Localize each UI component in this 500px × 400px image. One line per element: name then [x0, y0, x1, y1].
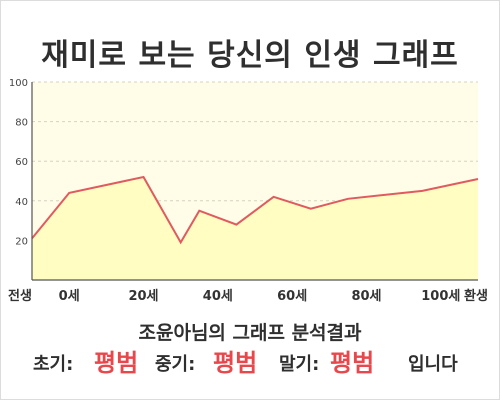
early-value: 평범 — [94, 349, 139, 377]
y-tick-label: 100 — [9, 78, 28, 89]
x-tick-label: 환생 — [464, 288, 488, 304]
early-label: 초기: — [33, 354, 74, 375]
x-tick-label: 60세 — [277, 289, 307, 304]
x-tick-label: 20세 — [128, 289, 158, 304]
middle-value: 평범 — [213, 349, 258, 377]
y-tick-label: 80 — [15, 118, 28, 129]
x-tick-label: 40세 — [203, 289, 233, 304]
analysis-result: 초기: 평범 중기: 평범 말기: 평범 입니다 — [0, 343, 500, 383]
y-tick-label: 60 — [15, 157, 28, 168]
series-area-fill — [32, 177, 478, 280]
axes — [31, 82, 478, 281]
late-label: 말기: — [279, 354, 320, 375]
middle-label: 중기: — [155, 354, 196, 375]
analysis-summary: 조윤아님의 그래프 분석결과 — [138, 322, 362, 344]
y-tick-label: 40 — [15, 197, 28, 208]
series-line — [31, 175, 479, 245]
result-suffix: 입니다 — [408, 354, 458, 375]
page-title: 재미로 보는 당신의 인생 그래프 — [41, 38, 459, 73]
late-value: 평범 — [330, 349, 375, 377]
x-tick-label: 0세 — [59, 289, 80, 304]
x-tick-label: 전생 — [8, 288, 32, 304]
x-tick-labels: 전생 0세 20세 40세 60세 80세 100세 환생 — [8, 288, 488, 304]
y-tick-labels: 20 40 60 80 100 — [9, 78, 28, 247]
x-tick-label: 80세 — [351, 289, 381, 304]
y-tick-label: 20 — [15, 236, 28, 247]
x-tick-label: 100세 — [421, 289, 460, 304]
